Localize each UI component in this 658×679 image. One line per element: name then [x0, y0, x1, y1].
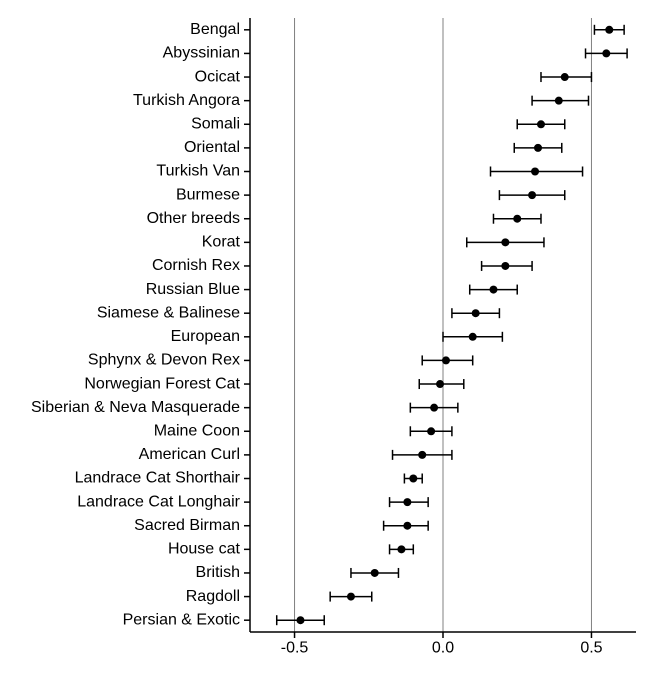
- data-point: [403, 498, 411, 506]
- x-tick-label: -0.5: [281, 639, 309, 656]
- data-point: [397, 545, 405, 553]
- category-label: Russian Blue: [146, 281, 240, 298]
- category-label: Cornish Rex: [152, 257, 240, 274]
- data-point: [427, 427, 435, 435]
- category-label: Burmese: [176, 186, 240, 203]
- data-point: [347, 593, 355, 601]
- category-label: British: [196, 564, 240, 581]
- x-tick-label: 0.0: [432, 639, 454, 656]
- data-point: [409, 475, 417, 483]
- category-label: Ocicat: [195, 68, 241, 85]
- category-label: Landrace Cat Longhair: [77, 493, 240, 510]
- data-point: [537, 120, 545, 128]
- category-label: Maine Coon: [154, 422, 240, 439]
- category-label: Turkish Van: [156, 163, 240, 180]
- data-point: [430, 404, 438, 412]
- category-label: Sacred Birman: [134, 517, 240, 534]
- data-point: [403, 522, 411, 530]
- data-point: [371, 569, 379, 577]
- data-point: [531, 168, 539, 176]
- data-point: [489, 286, 497, 294]
- category-label: Bengal: [190, 21, 240, 38]
- data-point: [534, 144, 542, 152]
- category-label: Sphynx & Devon Rex: [88, 352, 240, 369]
- category-label: Norwegian Forest Cat: [84, 375, 240, 392]
- category-label: Oriental: [184, 139, 240, 156]
- category-label: Turkish Angora: [133, 92, 240, 109]
- data-point: [436, 380, 444, 388]
- data-point: [555, 97, 563, 105]
- data-point: [469, 333, 477, 341]
- data-point: [472, 309, 480, 317]
- data-point: [442, 356, 450, 364]
- data-point: [561, 73, 569, 81]
- forest-plot: Bengal Abyssinian Ocicat Turkish Angora Soma…: [0, 0, 658, 679]
- category-label: Landrace Cat Shorthair: [75, 470, 241, 487]
- data-point: [605, 26, 613, 34]
- category-label: Korat: [202, 234, 241, 251]
- x-tick-label: 0.5: [580, 639, 602, 656]
- data-point: [513, 215, 521, 223]
- data-point: [501, 238, 509, 246]
- category-label: Siberian & Neva Masquerade: [31, 399, 240, 416]
- data-point: [296, 616, 304, 624]
- category-label: Other breeds: [147, 210, 240, 227]
- category-label: House cat: [168, 541, 241, 558]
- data-point: [501, 262, 509, 270]
- category-label: American Curl: [139, 446, 240, 463]
- data-point: [418, 451, 426, 459]
- data-point: [528, 191, 536, 199]
- category-label: Persian & Exotic: [123, 611, 240, 628]
- data-point: [602, 49, 610, 57]
- category-label: Somali: [191, 115, 240, 132]
- category-label: European: [171, 328, 240, 345]
- category-label: Abyssinian: [163, 45, 240, 62]
- category-label: Ragdoll: [186, 588, 240, 605]
- category-label: Siamese & Balinese: [97, 304, 240, 321]
